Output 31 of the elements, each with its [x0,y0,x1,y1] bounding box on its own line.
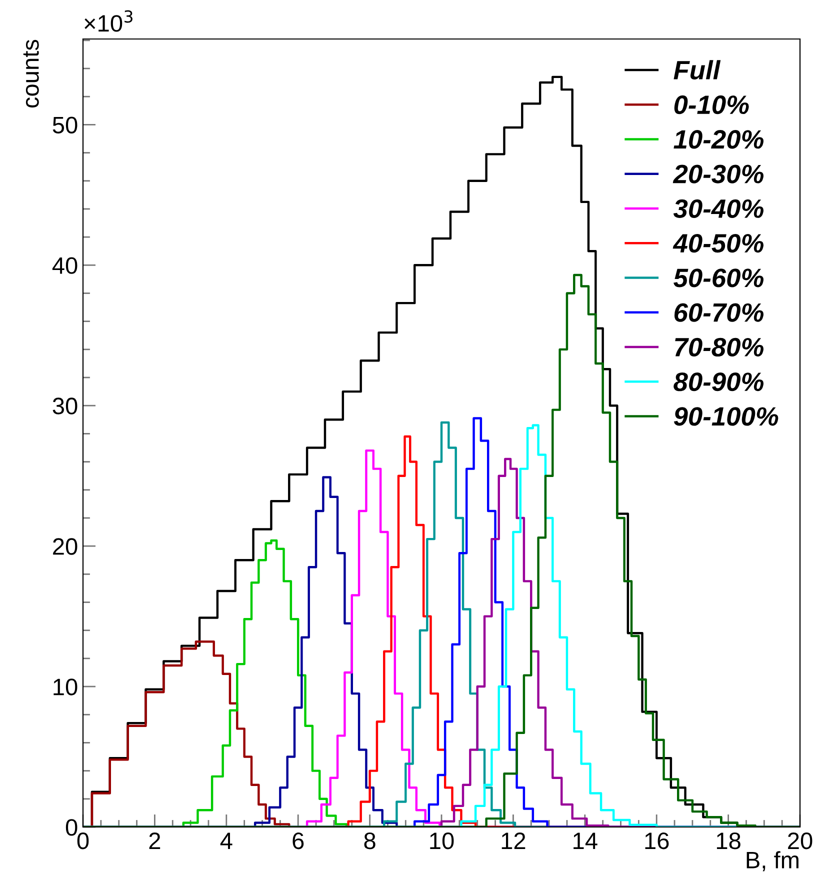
y-tick-label: 20 [53,538,78,555]
legend-label: 60-70% [674,303,764,322]
x-axis-title: B, fm [746,851,798,872]
legend-label: 10-20% [674,130,764,149]
y-tick-label: 40 [52,257,78,274]
x-tick-label: 14 [574,832,598,849]
legend-label: 40-50% [672,234,764,253]
text: ×10$^{3}$ [84,10,132,32]
y-tick-label: 30 [52,398,78,414]
legend-label: 80-90% [674,372,764,392]
x-tick-label: 20 [788,832,812,850]
legend-label: 50-60% [674,268,764,288]
x-tick-label: 0 [77,832,89,850]
x-tick-label: 12 [502,832,526,849]
y-tick-label: 0 [66,819,78,836]
legend-label: 90-100% [674,407,778,426]
y-tick-label: 10 [54,678,78,696]
legend-label: Full [674,60,721,80]
x-tick-label: 10 [430,832,454,850]
x-tick-label: 4 [220,832,232,849]
y-axis-title: counts [23,40,39,108]
legend-label: 0-10% [674,95,749,114]
legend-label: 70-80% [675,338,764,357]
legend-label: 20-30% [672,164,764,184]
legend-label: 30-40% [673,199,764,218]
x-tick-label: 6 [292,832,304,850]
x-tick-label: 16 [645,832,669,850]
y-tick-label: 50 [52,116,78,134]
x-tick-label: 8 [364,832,376,850]
x-tick-label: 18 [716,832,740,850]
x-tick-label: 2 [149,832,160,849]
